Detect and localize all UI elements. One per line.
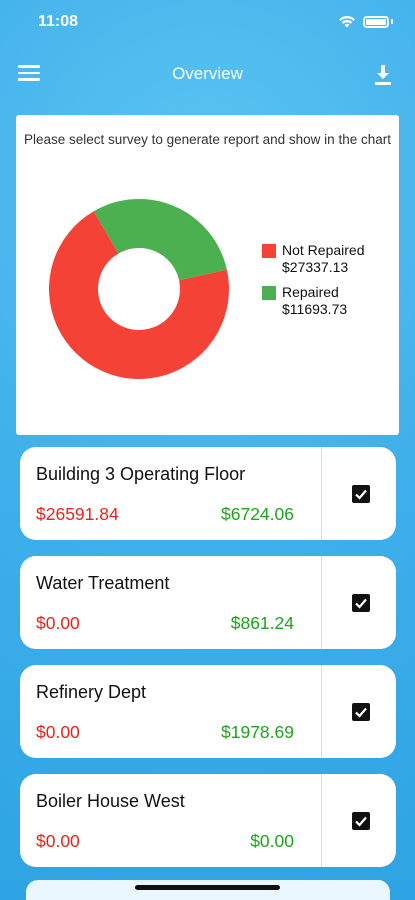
checkmark-icon xyxy=(355,489,367,500)
page-title: Overview xyxy=(172,64,243,83)
checkmark-icon xyxy=(355,707,367,718)
status-time: 11:08 xyxy=(38,13,79,30)
home-indicator xyxy=(135,885,280,890)
survey-card[interactable]: Refinery Dept $0.00 $1978.69 xyxy=(20,665,396,758)
legend-swatch-not-repaired xyxy=(262,244,276,258)
survey-checkbox[interactable] xyxy=(352,594,370,612)
survey-checkbox[interactable] xyxy=(352,812,370,830)
wifi-icon xyxy=(339,16,355,28)
legend-item-repaired: Repaired $11693.73 xyxy=(262,284,365,318)
survey-not-repaired-amount: $26591.84 xyxy=(36,504,119,524)
survey-name: Building 3 Operating Floor xyxy=(36,464,246,484)
survey-repaired-amount: $861.24 xyxy=(230,613,294,633)
battery-icon xyxy=(363,15,389,28)
checkmark-icon xyxy=(355,598,367,609)
survey-checkbox[interactable] xyxy=(352,485,370,503)
chart-legend: Not Repaired $27337.13 Repaired $11693.7… xyxy=(262,242,365,326)
download-icon[interactable] xyxy=(373,64,393,86)
divider xyxy=(321,556,322,649)
survey-name: Refinery Dept xyxy=(36,682,147,702)
survey-repaired-amount: $1978.69 xyxy=(221,722,294,742)
status-icons xyxy=(338,15,393,28)
legend-label: Repaired xyxy=(282,284,339,300)
chart-card: Please select survey to generate report … xyxy=(16,115,399,435)
status-bar: 11:08 xyxy=(0,0,415,44)
survey-not-repaired-amount: $0.00 xyxy=(36,613,80,633)
legend-value: $27337.13 xyxy=(282,259,349,275)
divider xyxy=(321,665,322,758)
checkmark-icon xyxy=(355,816,367,827)
survey-repaired-amount: $0.00 xyxy=(250,831,294,851)
survey-card[interactable]: Boiler House West $0.00 $0.00 xyxy=(20,774,396,867)
survey-card[interactable]: Building 3 Operating Floor $26591.84 $67… xyxy=(20,447,396,540)
divider xyxy=(321,774,322,867)
legend-value: $11693.73 xyxy=(282,301,348,317)
survey-checkbox[interactable] xyxy=(352,703,370,721)
legend-label: Not Repaired xyxy=(282,242,365,258)
legend-item-not-repaired: Not Repaired $27337.13 xyxy=(262,242,365,276)
survey-card-partial[interactable] xyxy=(26,880,390,900)
survey-repaired-amount: $6724.06 xyxy=(221,504,294,524)
legend-swatch-repaired xyxy=(262,286,276,300)
battery-cap xyxy=(391,19,393,24)
legend-text: Not Repaired $27337.13 xyxy=(282,242,365,276)
chart-prompt: Please select survey to generate report … xyxy=(24,132,391,147)
donut-slice-repaired[interactable] xyxy=(93,199,227,281)
survey-not-repaired-amount: $0.00 xyxy=(36,831,80,851)
survey-name: Water Treatment xyxy=(36,573,170,593)
donut-chart[interactable] xyxy=(49,199,229,379)
divider xyxy=(321,447,322,540)
survey-card[interactable]: Water Treatment $0.00 $861.24 xyxy=(20,556,396,649)
legend-text: Repaired $11693.73 xyxy=(282,284,347,318)
survey-name: Boiler House West xyxy=(36,791,185,811)
donut-slice-not-repaired[interactable] xyxy=(49,211,229,379)
survey-not-repaired-amount: $0.00 xyxy=(36,722,80,742)
navbar: Overview xyxy=(0,52,415,96)
hamburger-menu-icon[interactable] xyxy=(18,65,40,83)
